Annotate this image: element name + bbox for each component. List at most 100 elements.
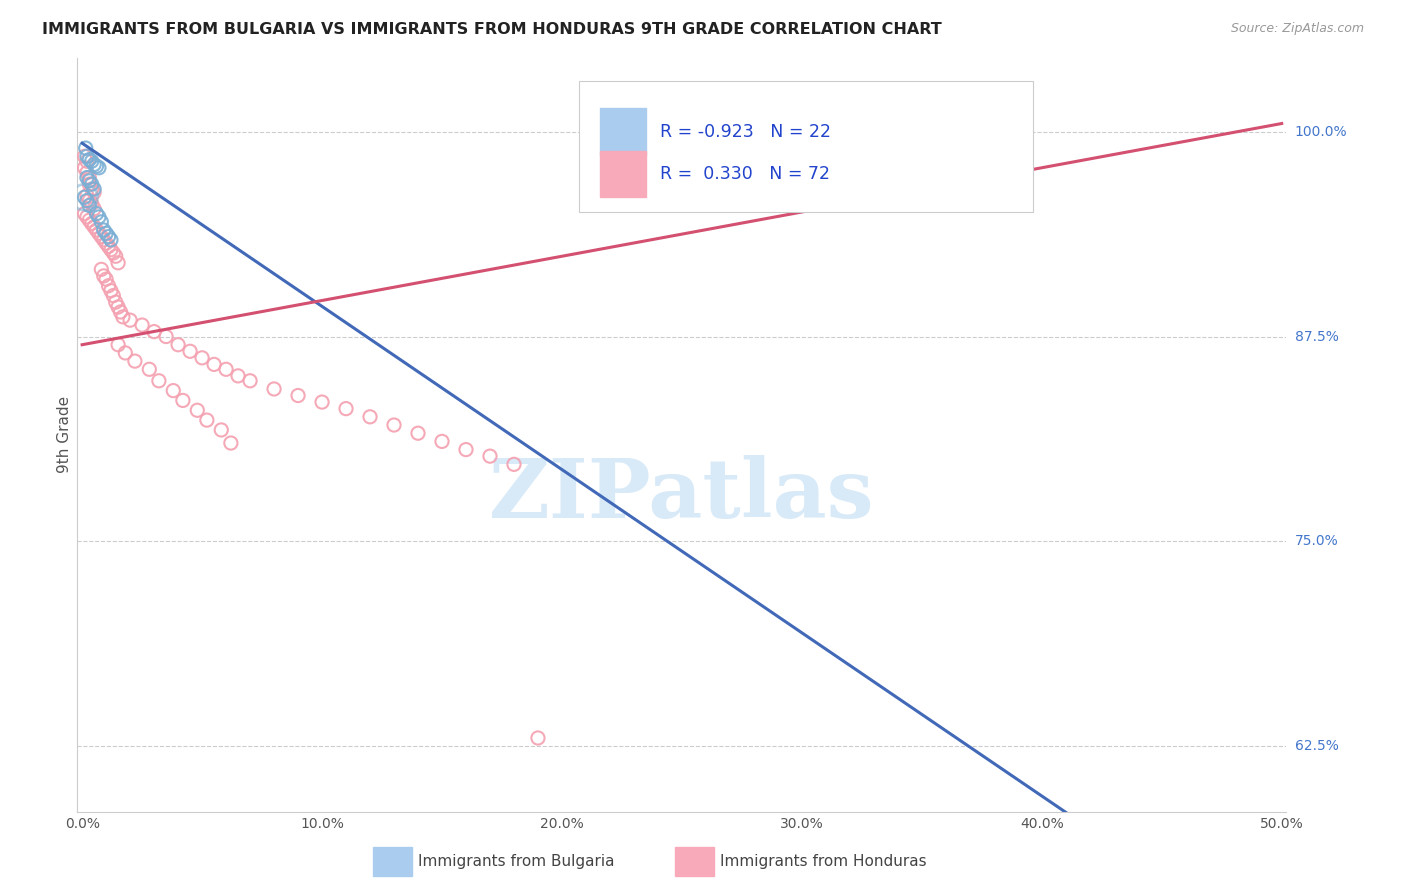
Point — [215, 362, 238, 376]
Text: 100.0%: 100.0% — [1295, 125, 1347, 139]
Point — [209, 423, 232, 437]
Point — [90, 229, 112, 244]
Point — [155, 329, 177, 343]
Point — [83, 157, 105, 171]
Point — [76, 149, 98, 163]
Point — [73, 190, 96, 204]
Point — [124, 354, 146, 368]
Point — [143, 325, 166, 339]
Point — [138, 362, 160, 376]
Point — [86, 159, 108, 173]
Point — [83, 202, 105, 216]
Point — [100, 284, 122, 298]
Point — [454, 442, 477, 457]
Text: R =  0.330   N = 72: R = 0.330 N = 72 — [661, 165, 830, 183]
Point — [162, 384, 184, 398]
Point — [287, 388, 309, 402]
Point — [83, 186, 105, 200]
Point — [179, 344, 201, 359]
Point — [97, 278, 120, 293]
Point — [148, 374, 170, 388]
Point — [191, 351, 214, 365]
Point — [80, 182, 103, 196]
Point — [87, 227, 110, 241]
Point — [167, 337, 190, 351]
Point — [76, 210, 98, 224]
Point — [111, 310, 134, 324]
Text: Immigrants from Honduras: Immigrants from Honduras — [720, 855, 927, 869]
Point — [110, 305, 132, 319]
Point — [80, 154, 103, 169]
Point — [76, 194, 98, 208]
Point — [100, 233, 122, 247]
Point — [87, 161, 110, 175]
Point — [93, 233, 115, 247]
Point — [73, 190, 96, 204]
Point — [430, 434, 453, 449]
Point — [527, 731, 550, 745]
Point — [79, 198, 101, 212]
Point — [226, 368, 249, 383]
Point — [104, 249, 127, 263]
Point — [219, 436, 242, 450]
Point — [86, 207, 108, 221]
Point — [76, 166, 98, 180]
Text: 62.5%: 62.5% — [1295, 739, 1339, 753]
Point — [79, 213, 101, 227]
Point — [75, 141, 97, 155]
Point — [359, 409, 381, 424]
FancyBboxPatch shape — [579, 80, 1032, 212]
Point — [335, 401, 357, 416]
Point — [103, 246, 125, 260]
Point — [131, 318, 153, 332]
FancyBboxPatch shape — [600, 108, 645, 155]
Point — [79, 153, 101, 167]
Text: ZIPatlas: ZIPatlas — [489, 455, 875, 535]
Point — [79, 194, 101, 208]
Point — [107, 300, 129, 314]
Point — [83, 219, 105, 234]
Point — [76, 188, 98, 202]
Point — [79, 174, 101, 188]
Point — [107, 256, 129, 270]
Point — [195, 413, 218, 427]
Point — [97, 239, 120, 253]
Text: Source: ZipAtlas.com: Source: ZipAtlas.com — [1230, 22, 1364, 36]
Point — [97, 229, 120, 244]
Point — [79, 170, 101, 185]
Point — [202, 358, 225, 372]
Point — [73, 161, 96, 175]
Point — [79, 177, 101, 191]
Point — [94, 227, 117, 241]
Y-axis label: 9th Grade: 9th Grade — [56, 396, 72, 474]
Point — [86, 223, 108, 237]
Point — [311, 395, 333, 409]
Point — [93, 268, 115, 283]
Point — [90, 215, 112, 229]
Point — [73, 207, 96, 221]
Point — [239, 374, 262, 388]
Point — [87, 210, 110, 224]
Point — [103, 288, 125, 302]
Point — [76, 154, 98, 169]
Text: IMMIGRANTS FROM BULGARIA VS IMMIGRANTS FROM HONDURAS 9TH GRADE CORRELATION CHART: IMMIGRANTS FROM BULGARIA VS IMMIGRANTS F… — [42, 22, 942, 37]
Point — [93, 223, 115, 237]
Point — [104, 295, 127, 310]
Point — [478, 449, 501, 463]
Text: Immigrants from Bulgaria: Immigrants from Bulgaria — [418, 855, 614, 869]
Point — [80, 217, 103, 231]
Point — [114, 346, 136, 360]
Point — [186, 403, 208, 417]
Text: 87.5%: 87.5% — [1295, 329, 1339, 343]
Point — [406, 426, 429, 441]
Point — [80, 177, 103, 191]
Point — [172, 393, 194, 408]
Point — [83, 182, 105, 196]
Point — [90, 262, 112, 277]
Text: R = -0.923   N = 22: R = -0.923 N = 22 — [661, 122, 831, 141]
Point — [382, 417, 405, 432]
Point — [107, 337, 129, 351]
Point — [94, 272, 117, 286]
Point — [76, 170, 98, 185]
Point — [120, 313, 142, 327]
